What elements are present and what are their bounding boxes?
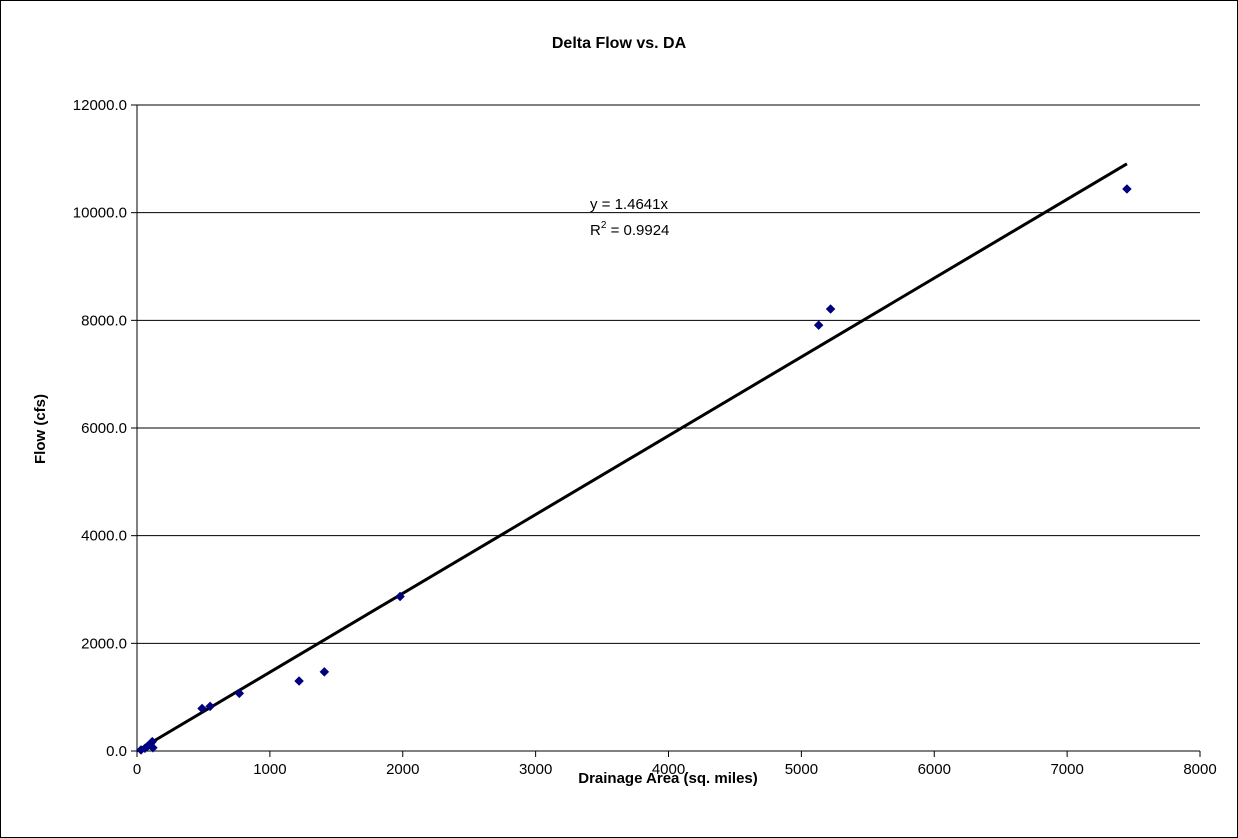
data-point	[319, 667, 330, 677]
data-point	[1122, 184, 1132, 194]
y-tick-label: 6000.0	[81, 420, 127, 437]
data-point	[294, 676, 304, 686]
x-tick-label: 6000	[918, 761, 951, 778]
data-point	[234, 688, 245, 699]
x-tick-label: 0	[133, 761, 141, 778]
x-tick-label: 3000	[519, 761, 552, 778]
y-tick-label: 2000.0	[81, 635, 127, 652]
x-tick-label: 1000	[253, 761, 286, 778]
x-tick-label: 7000	[1050, 761, 1083, 778]
y-tick-label: 0.0	[106, 743, 127, 760]
data-point	[825, 304, 836, 314]
trendline	[136, 162, 1128, 753]
data-point	[395, 591, 405, 602]
x-tick-label: 5000	[785, 761, 818, 778]
y-tick-labels: 0.0 2000.0 4000.0 6000.0 8000.0 10000.0 12000.…	[73, 97, 127, 760]
y-tick-label: 12000.0	[73, 97, 127, 114]
chart-title: Delta Flow vs. DA	[552, 35, 687, 52]
y-axis-title: Flow (cfs)	[32, 394, 49, 464]
x-tick-label: 8000	[1183, 761, 1216, 778]
r-squared-prefix: R	[590, 222, 601, 239]
y-tick-label: 4000.0	[81, 528, 127, 545]
data-points	[136, 184, 1132, 755]
data-point	[197, 703, 207, 714]
data-point	[813, 320, 824, 331]
data-point	[148, 742, 158, 753]
y-tick-label: 10000.0	[73, 205, 127, 222]
r-squared-label: R2 = 0.9924	[590, 220, 669, 239]
axes	[131, 104, 1201, 757]
x-tick-label: 2000	[386, 761, 419, 778]
x-tick-labels: 0 1000 2000 3000 4000 5000 6000 7000 8000	[133, 761, 1217, 778]
trendline-equation: y = 1.4641x	[590, 196, 668, 213]
gridlines	[137, 104, 1200, 644]
x-axis-title: Drainage Area (sq. miles)	[578, 770, 758, 787]
r-squared-value: = 0.9924	[606, 222, 669, 239]
r-squared-superscript: 2	[601, 220, 607, 231]
x-tick-label: 4000	[652, 761, 685, 778]
y-tick-label: 8000.0	[81, 312, 127, 329]
trendline-group	[136, 162, 1128, 753]
data-point	[205, 701, 215, 712]
